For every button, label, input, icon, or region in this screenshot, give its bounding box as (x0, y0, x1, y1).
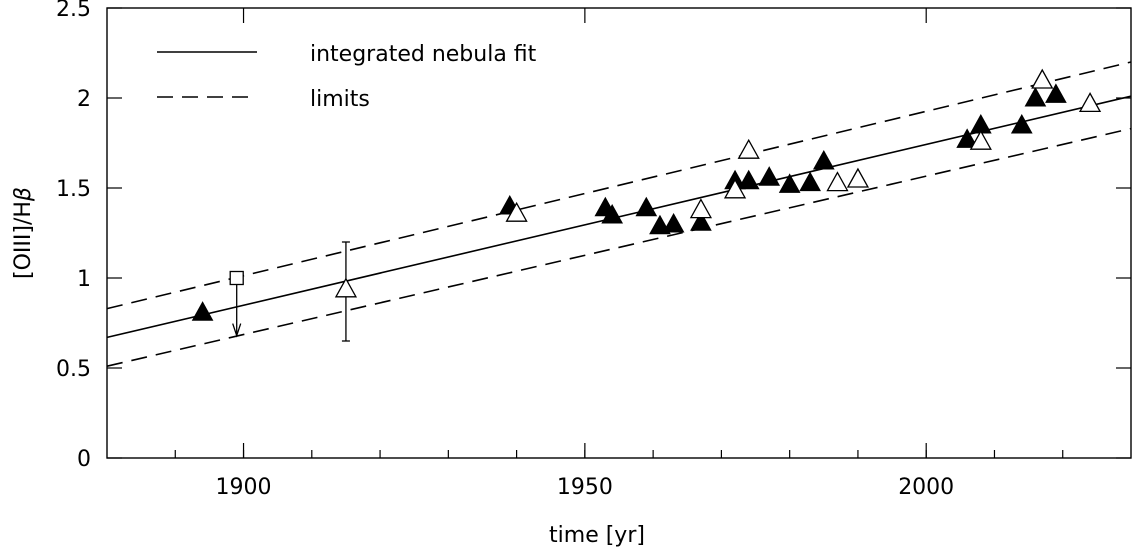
filled-triangle-point (812, 149, 835, 170)
limit-line (106, 127, 1132, 367)
y-tick-label: 2.5 (56, 0, 91, 22)
x-tick-label: 2000 (898, 475, 954, 500)
filled-triangle-point (1045, 83, 1067, 103)
filled-triangle-point (737, 169, 760, 190)
x-axis-title: time [yr] (549, 523, 645, 548)
y-tick-label: 1 (77, 267, 91, 292)
filled-triangle-point (635, 196, 658, 217)
open-triangle-point (969, 129, 992, 150)
filled-triangle-point (601, 203, 624, 224)
filled-triangle-point (1010, 113, 1033, 134)
open-triangle-point (846, 167, 870, 188)
open-triangle-point (334, 277, 358, 298)
open-triangle-point (1031, 68, 1054, 89)
filled-triangle-point (662, 212, 685, 233)
x-tick-label: 1900 (216, 475, 272, 500)
filled-triangle-point (799, 171, 821, 192)
legend-label-fit: integrated nebula fit (310, 42, 537, 67)
open-square-point (229, 270, 244, 286)
y-axis-title-beta: β (11, 187, 36, 202)
open-triangle-point (505, 201, 528, 222)
open-triangle-point (689, 198, 713, 219)
filled-triangle-point (778, 173, 801, 193)
y-tick-label: 1.5 (56, 177, 91, 202)
open-triangle-point (826, 171, 849, 192)
legend-label-limits: limits (310, 87, 370, 112)
y-axis-title: [OIII]/Hβ (11, 187, 36, 279)
y-tick-label: 2 (77, 87, 91, 112)
y-tick-label: 0 (77, 447, 91, 472)
y-tick-label: 0.5 (56, 357, 91, 382)
filled-triangle-point (758, 166, 781, 186)
filled-triangle-point (956, 128, 979, 148)
limit-line (106, 61, 1132, 310)
filled-triangle-point (690, 211, 712, 231)
filled-triangle-point (1024, 86, 1047, 107)
open-triangle-point (723, 178, 747, 199)
open-triangle-point (737, 138, 760, 159)
y-axis-title-main: [OIII]/H (11, 201, 36, 279)
plot-frame (106, 7, 1132, 459)
upper-limit-arrowhead (232, 323, 242, 338)
open-triangle-point (1078, 92, 1102, 113)
x-tick-label: 1950 (557, 475, 613, 500)
filled-triangle-point (191, 301, 214, 321)
